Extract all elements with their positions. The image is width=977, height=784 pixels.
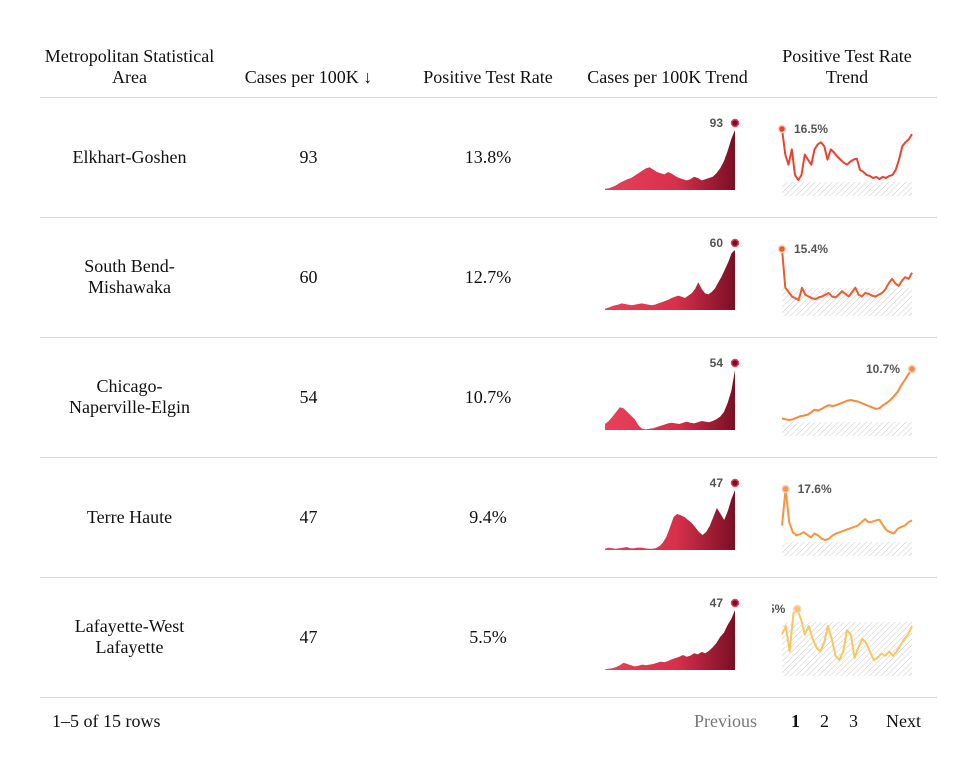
cases-latest-label: 60 xyxy=(709,236,723,250)
rate-sparkline: 16.5% xyxy=(777,122,913,196)
header-cases-trend[interactable]: Cases per 100K Trend xyxy=(578,0,757,98)
cases-cell: 54 xyxy=(219,337,398,458)
rate-sparkline: 17.6% xyxy=(781,482,913,556)
rate-line xyxy=(781,608,913,661)
table-body: Elkhart-Goshen 93 13.8% 93 16.5% South Bend-M… xyxy=(40,97,937,698)
rate-peak-label: 16.5% xyxy=(794,122,828,136)
row-count: 1–5 of 15 rows xyxy=(52,711,161,731)
rate-peak-dot xyxy=(777,244,787,254)
cases-trend-cell: 60 xyxy=(578,217,757,338)
header-cases[interactable]: Cases per 100K ↓ xyxy=(219,0,398,98)
cases-sparkline: 60 xyxy=(604,236,739,310)
rate-trend-cell: 10.7% xyxy=(757,337,937,458)
cases-cell: 93 xyxy=(219,97,398,218)
cases-sparkline: 54 xyxy=(604,356,739,430)
msa-name-cell: Lafayette-West Lafayette xyxy=(40,577,219,698)
rate-peak-dot xyxy=(793,604,802,614)
rate-peak-label: 10.7% xyxy=(866,362,900,376)
table-row: Terre Haute 47 9.4% 47 17.6% xyxy=(40,457,937,578)
cases-trend-cell: 54 xyxy=(578,337,757,458)
next-page-button[interactable]: Next xyxy=(886,711,921,731)
cases-latest-label: 47 xyxy=(709,476,723,490)
positive-rate-cell: 5.5% xyxy=(398,577,578,698)
rate-peak-label: 17.6% xyxy=(798,482,832,496)
threshold-band xyxy=(782,182,912,196)
cases-area xyxy=(604,370,735,430)
msa-name-cell: Elkhart-Goshen xyxy=(40,97,219,218)
cases-cell: 47 xyxy=(219,457,398,578)
rate-trend-cell: 15.4% xyxy=(757,217,937,338)
positive-rate-cell: 9.4% xyxy=(398,457,578,578)
pagination: Previous 1 2 3 Next xyxy=(694,711,921,732)
rate-trend-cell: 16.5% xyxy=(757,97,937,218)
cases-cell: 47 xyxy=(219,577,398,698)
data-table-container: Metropolitan Statistical Area Cases per … xyxy=(40,0,937,698)
rate-peak-dot xyxy=(907,364,917,374)
rate-line xyxy=(781,368,913,421)
table-row: Chicago-Naperville-Elgin 54 10.7% 54 10.7% xyxy=(40,337,937,458)
positive-rate-cell: 13.8% xyxy=(398,97,578,218)
positive-rate-cell: 10.7% xyxy=(398,337,578,458)
threshold-band xyxy=(782,422,912,436)
cases-area xyxy=(604,130,735,190)
rate-peak-dot xyxy=(781,484,790,494)
cases-latest-dot xyxy=(730,238,739,248)
page-1-button[interactable]: 1 xyxy=(791,711,800,731)
cases-area xyxy=(604,490,735,550)
header-rate-trend[interactable]: Positive Test Rate Trend xyxy=(757,0,937,98)
rate-sparkline: 15.4% xyxy=(777,242,913,316)
cases-sparkline: 47 xyxy=(604,476,739,550)
msa-table: Metropolitan Statistical Area Cases per … xyxy=(40,0,937,698)
cases-latest-dot xyxy=(730,478,739,488)
cases-trend-cell: 47 xyxy=(578,577,757,698)
rate-trend-cell: 17.6% xyxy=(757,457,937,578)
cases-area xyxy=(604,250,735,310)
header-msa[interactable]: Metropolitan Statistical Area xyxy=(40,0,219,98)
rate-sparkline: 5% xyxy=(772,602,913,676)
cases-latest-label: 47 xyxy=(709,596,723,610)
rate-peak-label: 5% xyxy=(772,602,786,616)
cases-latest-label: 93 xyxy=(709,116,723,130)
previous-page-button[interactable]: Previous xyxy=(694,711,757,731)
cases-latest-label: 54 xyxy=(709,356,723,370)
table-row: Elkhart-Goshen 93 13.8% 93 16.5% xyxy=(40,97,937,218)
cases-latest-dot xyxy=(730,358,739,368)
header-row: Metropolitan Statistical Area Cases per … xyxy=(40,0,937,98)
header-positive-rate[interactable]: Positive Test Rate xyxy=(398,0,578,98)
cases-sparkline: 93 xyxy=(604,116,739,190)
cases-latest-dot xyxy=(730,598,739,608)
cases-area xyxy=(604,610,735,670)
msa-name-cell: Chicago-Naperville-Elgin xyxy=(40,337,219,458)
cases-cell: 60 xyxy=(219,217,398,338)
rate-sparkline: 10.7% xyxy=(781,362,917,436)
rate-trend-cell: 5% xyxy=(757,577,937,698)
msa-name-cell: South Bend-Mishawaka xyxy=(40,217,219,338)
cases-latest-dot xyxy=(730,118,739,128)
cases-trend-cell: 47 xyxy=(578,457,757,578)
page-3-button[interactable]: 3 xyxy=(849,711,858,731)
positive-rate-cell: 12.7% xyxy=(398,217,578,338)
rate-line xyxy=(781,128,913,181)
table-footer: 1–5 of 15 rows Previous 1 2 3 Next xyxy=(40,698,937,744)
cases-trend-cell: 93 xyxy=(578,97,757,218)
rate-line xyxy=(781,248,913,301)
threshold-band xyxy=(782,542,912,556)
rate-line xyxy=(781,488,913,541)
table-row: South Bend-Mishawaka 60 12.7% 60 15.4% xyxy=(40,217,937,338)
rate-peak-label: 15.4% xyxy=(794,242,828,256)
page-2-button[interactable]: 2 xyxy=(820,711,829,731)
msa-name-cell: Terre Haute xyxy=(40,457,219,578)
rate-peak-dot xyxy=(777,124,787,134)
cases-sparkline: 47 xyxy=(604,596,739,670)
